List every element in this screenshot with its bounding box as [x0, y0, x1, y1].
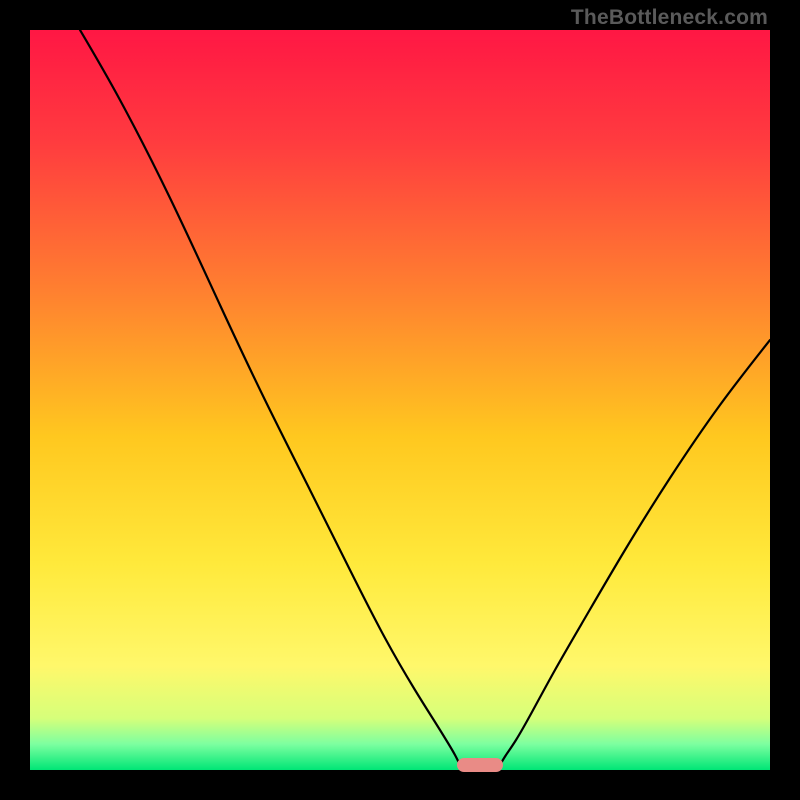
- bottleneck-curve: [30, 30, 770, 770]
- plot-area: [30, 30, 770, 770]
- chart-frame: TheBottleneck.com: [0, 0, 800, 800]
- curve-right-branch: [500, 340, 770, 765]
- watermark-text: TheBottleneck.com: [571, 6, 768, 30]
- curve-left-branch: [80, 30, 460, 765]
- optimal-marker: [457, 758, 503, 772]
